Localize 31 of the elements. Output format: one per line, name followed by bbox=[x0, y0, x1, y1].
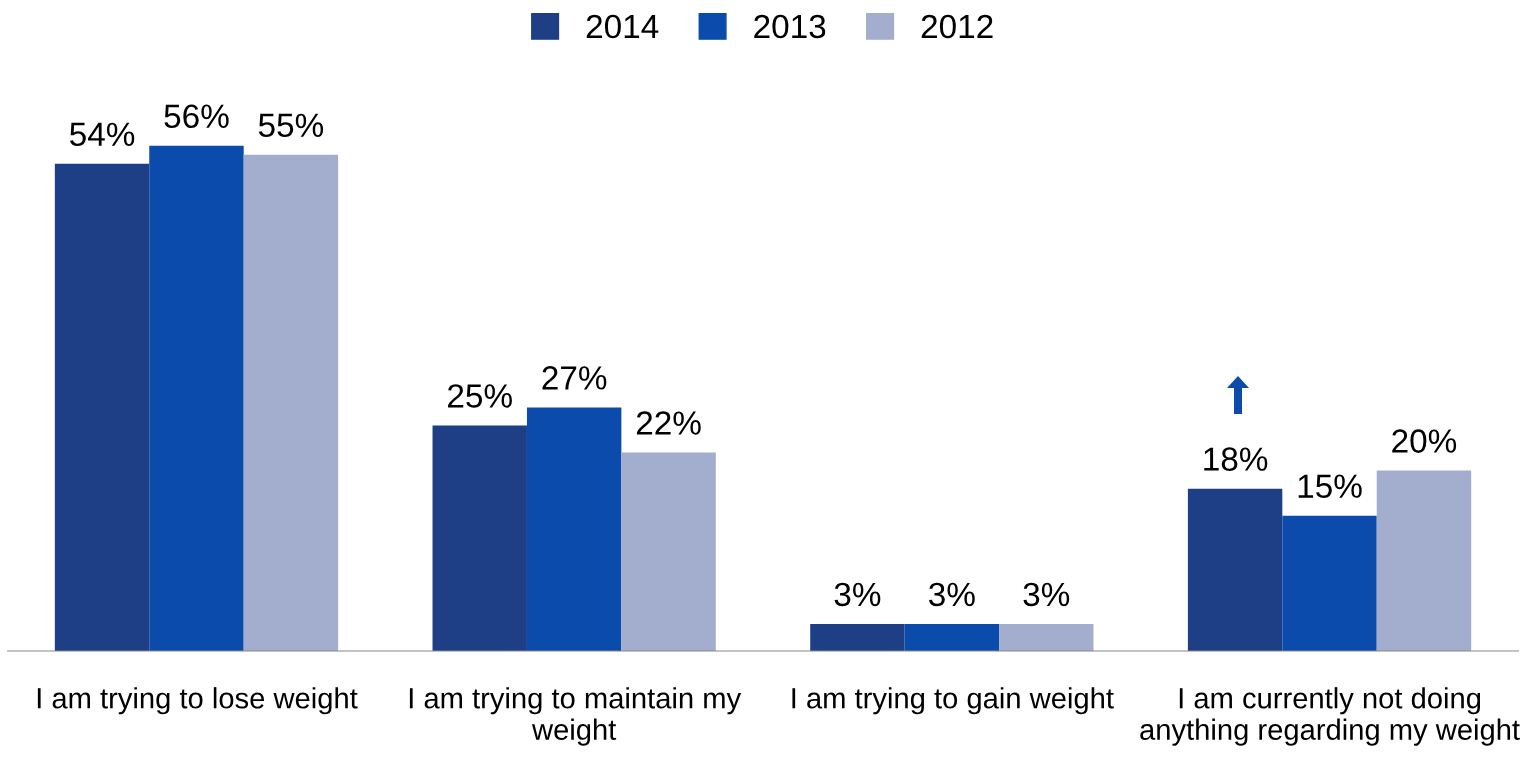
bar bbox=[1282, 515, 1377, 652]
bar bbox=[904, 623, 1000, 652]
data-label: 3% bbox=[929, 582, 975, 607]
data-label: 18% bbox=[1204, 447, 1268, 471]
bar bbox=[149, 145, 244, 652]
data-label: 22% bbox=[636, 411, 701, 435]
data-label: 27% bbox=[542, 366, 607, 390]
data-label: 56% bbox=[164, 104, 229, 129]
bar bbox=[432, 425, 527, 652]
data-label: 15% bbox=[1298, 474, 1362, 498]
data-label: 25% bbox=[448, 384, 512, 408]
bar bbox=[810, 623, 905, 652]
bar bbox=[1376, 470, 1472, 652]
data-label: 3% bbox=[1023, 582, 1070, 607]
x-tick-label: I am trying to maintain my weight bbox=[409, 687, 742, 746]
legend-label: 2014 bbox=[586, 14, 659, 39]
data-label: 54% bbox=[70, 122, 135, 147]
x-tick-label: I am trying to lose weight bbox=[37, 687, 358, 715]
data-label: 55% bbox=[258, 113, 324, 138]
x-tick-label: I am currently not doing anything regarding my weight bbox=[1140, 687, 1520, 746]
bar bbox=[999, 623, 1094, 652]
x-tick-label: I am trying to gain weight bbox=[792, 687, 1114, 715]
bar bbox=[526, 407, 622, 652]
bar bbox=[1187, 488, 1283, 652]
data-label: 3% bbox=[834, 582, 881, 607]
legend-label: 2013 bbox=[754, 14, 826, 39]
data-label: 20% bbox=[1392, 429, 1457, 453]
bar bbox=[621, 452, 716, 652]
bar bbox=[54, 163, 150, 652]
bar bbox=[243, 154, 339, 652]
legend-label: 2012 bbox=[921, 14, 993, 39]
